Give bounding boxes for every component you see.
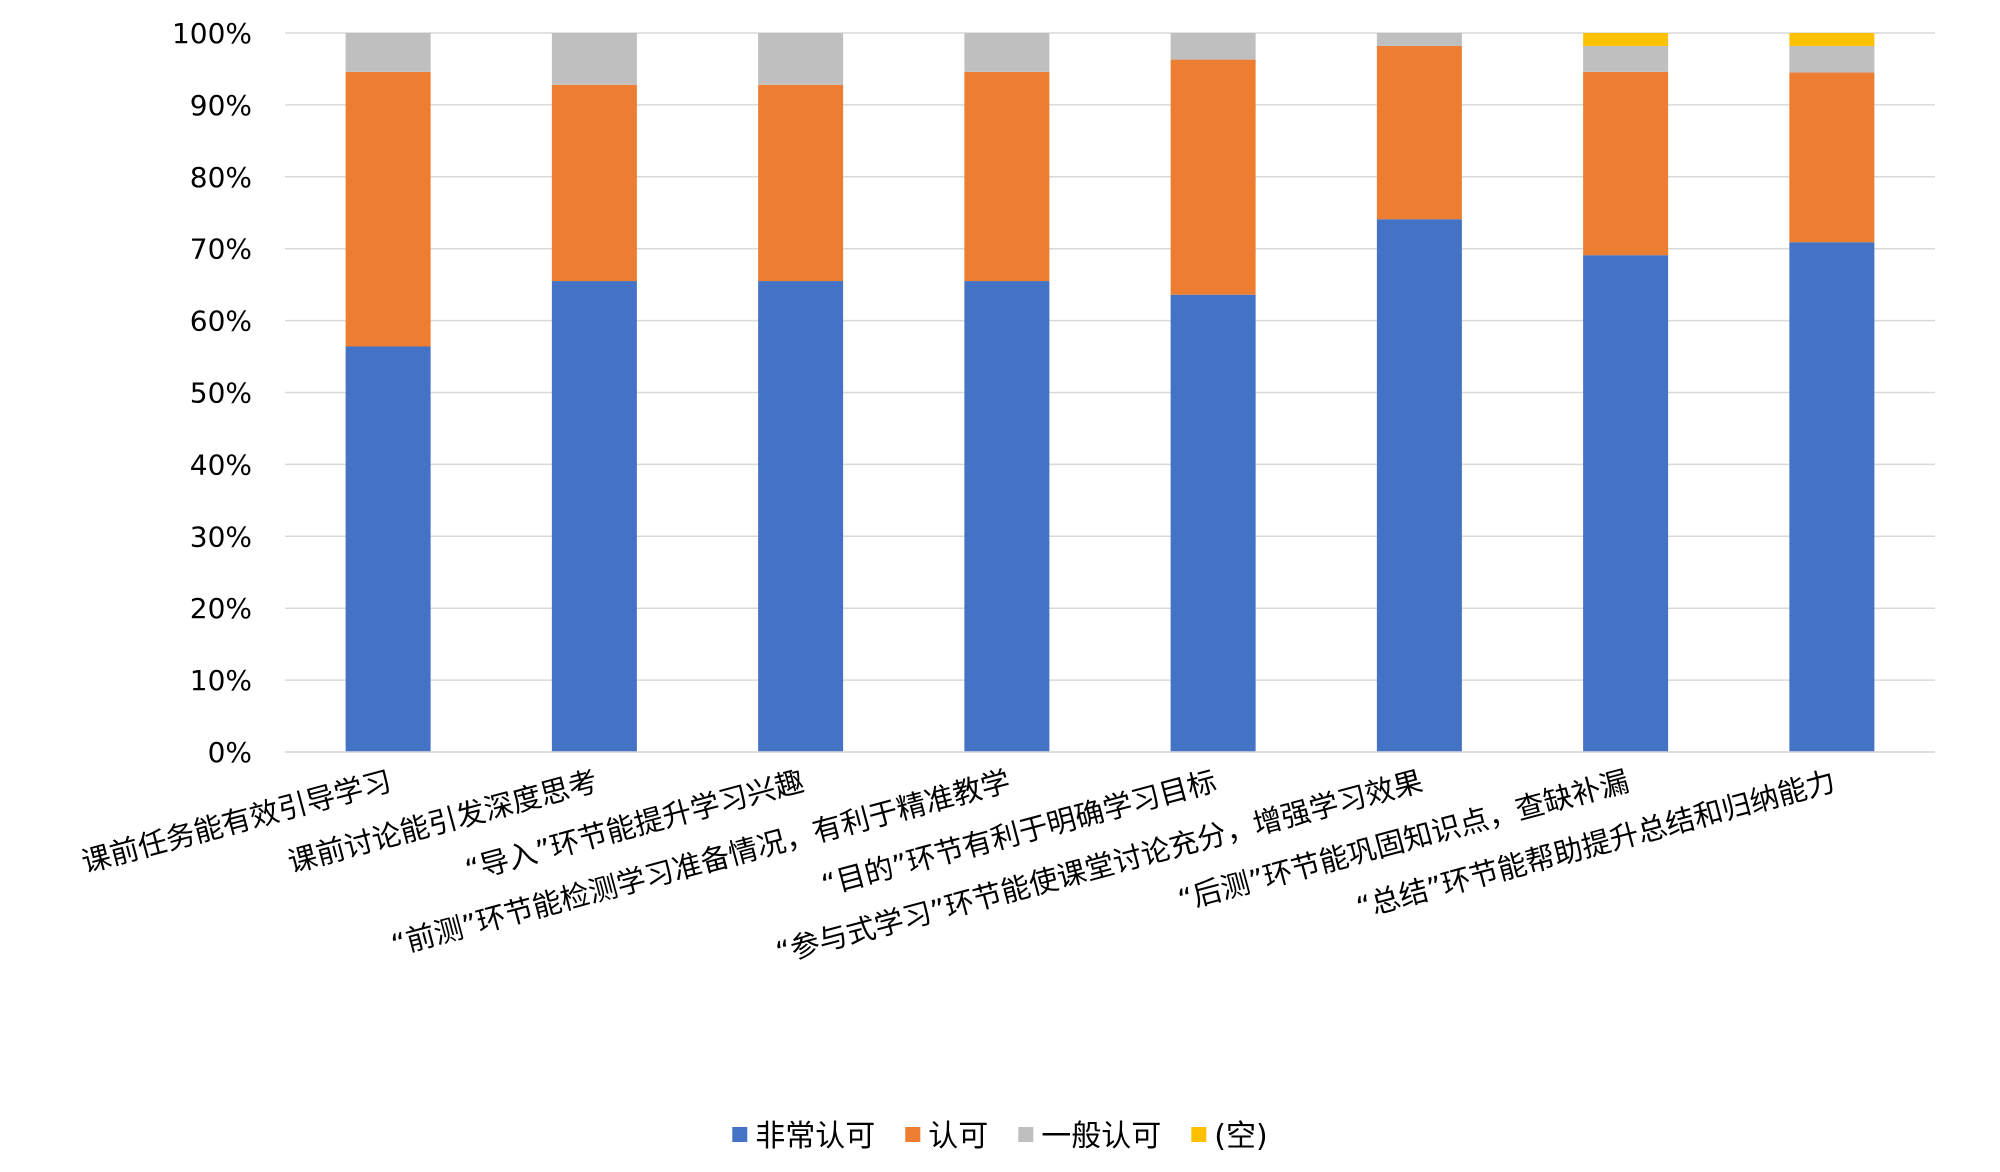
bar-segment-1-3 (758, 281, 844, 752)
bar-segment-3-1 (345, 33, 431, 72)
bars (345, 33, 1875, 752)
y-tick-label: 40% (190, 448, 252, 481)
legend-swatch (1191, 1127, 1207, 1142)
bar-segment-3-6 (1376, 33, 1462, 46)
y-tick-label: 0% (208, 736, 252, 769)
y-tick-label: 100% (172, 17, 252, 50)
legend-item: 非常认可 (732, 1119, 875, 1154)
bar-segment-3-4 (964, 33, 1050, 72)
legend-label: (空) (1214, 1119, 1267, 1154)
bar-segment-2-1 (345, 71, 431, 347)
y-tick-label: 70% (190, 233, 252, 266)
bar-segment-1-8 (1789, 242, 1875, 752)
bar-segment-4-7 (1583, 33, 1669, 46)
bar-segment-2-7 (1583, 71, 1669, 256)
bar-segment-2-8 (1789, 72, 1875, 243)
legend-label: 认可 (928, 1119, 988, 1154)
legend-swatch (1018, 1127, 1034, 1142)
bar-segment-2-3 (758, 84, 844, 282)
bar-segment-1-5 (1170, 294, 1256, 752)
bar-segment-1-1 (345, 346, 431, 752)
bar-segment-2-5 (1170, 59, 1256, 295)
bar-segment-1-7 (1583, 255, 1669, 752)
y-tick-label: 30% (190, 520, 252, 553)
legend: 非常认可 认可 一般认可 (空) (732, 1119, 1268, 1154)
gridlines (285, 32, 1935, 753)
bar-segment-1-2 (551, 281, 637, 752)
y-tick-label: 90% (190, 89, 252, 122)
bar-segment-1-6 (1376, 219, 1462, 752)
legend-item: (空) (1191, 1119, 1268, 1154)
legend-item: 认可 (905, 1119, 988, 1154)
y-tick-label: 80% (190, 161, 252, 194)
bar-segment-1-4 (964, 281, 1050, 752)
bar-segment-2-6 (1376, 45, 1462, 220)
legend-label: 一般认可 (1041, 1119, 1161, 1154)
bar-segment-3-8 (1789, 45, 1875, 73)
bar-segment-2-2 (551, 84, 637, 282)
bar-segment-3-5 (1170, 33, 1256, 60)
y-tick-label: 60% (190, 305, 252, 338)
y-tick-label: 20% (190, 592, 252, 625)
bar-segment-2-4 (964, 71, 1050, 282)
legend-swatch (732, 1127, 748, 1142)
legend-item: 一般认可 (1018, 1119, 1161, 1154)
legend-label: 非常认可 (755, 1119, 875, 1154)
bar-segment-3-3 (758, 33, 844, 85)
bar-segment-3-2 (551, 33, 637, 85)
bar-segment-4-8 (1789, 33, 1875, 46)
y-tick-label: 50% (190, 377, 252, 410)
y-tick-label: 10% (190, 664, 252, 697)
legend-swatch (905, 1127, 921, 1142)
bar-segment-3-7 (1583, 45, 1669, 72)
